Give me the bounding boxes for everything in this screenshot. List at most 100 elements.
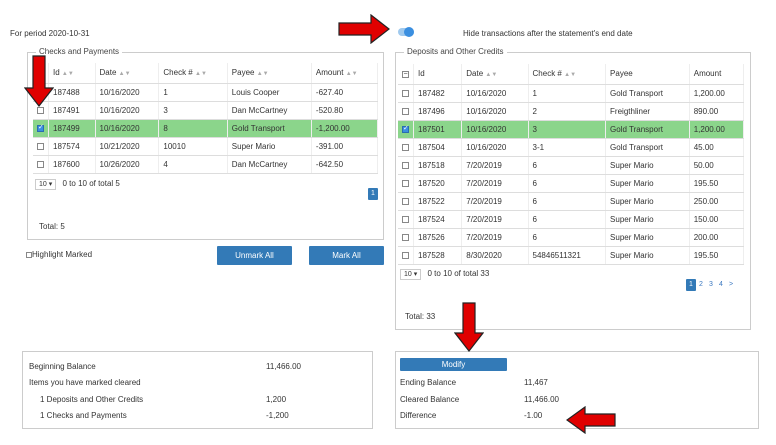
table-row[interactable]: 187600 10/26/2020 4 Dan McCartney -642.50 [33, 155, 379, 174]
highlight-checkbox[interactable] [26, 251, 32, 258]
cell-id: 187482 [413, 84, 463, 103]
select-all-checkbox[interactable]: − [402, 70, 409, 78]
ending-balance-value: 11,467 [524, 378, 548, 387]
arrow-left-icon [566, 406, 616, 434]
arrow-right-icon [338, 14, 390, 44]
cell-id: 187504 [413, 138, 463, 157]
row-checkbox[interactable] [402, 143, 409, 151]
select-all-header[interactable]: − [398, 64, 414, 85]
cell-payee: Louis Cooper [227, 83, 312, 102]
row-checkbox[interactable] [402, 89, 409, 97]
page-button[interactable]: 4 [719, 281, 723, 288]
row-checkbox[interactable] [402, 233, 409, 241]
cell-payee: Super Mario [605, 156, 690, 175]
column-header-id[interactable]: Id ▲▼ [48, 63, 96, 84]
cell-payee: Super Mario [605, 210, 690, 229]
column-header-id[interactable]: Id [413, 64, 463, 85]
row-checkbox[interactable] [402, 124, 409, 133]
cell-amount: 195.50 [689, 174, 745, 193]
row-checkbox[interactable] [402, 251, 409, 259]
column-header-check[interactable]: Check # ▲▼ [528, 64, 607, 85]
row-checkbox[interactable] [37, 160, 44, 168]
mark-all-button[interactable]: Mark All [309, 246, 384, 265]
checks-pager: 10 ▾ 0 to 10 of total 5 [35, 179, 120, 190]
table-row[interactable]: 187526 7/20/2019 6 Super Mario 200.00 [398, 228, 745, 247]
table-row[interactable]: 187504 10/16/2020 3-1 Gold Transport 45.00 [398, 138, 745, 157]
sort-icon[interactable]: ▲▼ [256, 71, 269, 78]
toggle-knob [404, 27, 414, 37]
row-checkbox[interactable] [37, 106, 44, 114]
row-checkbox[interactable] [37, 123, 44, 132]
table-row[interactable]: 187522 7/20/2019 6 Super Mario 250.00 [398, 192, 745, 211]
checks-pagination: 1 [368, 188, 378, 200]
unmark-all-button[interactable]: Unmark All [217, 246, 292, 265]
page-button[interactable]: 1 [368, 188, 378, 200]
cell-id: 187499 [48, 119, 96, 138]
sort-icon[interactable]: ▲▼ [564, 72, 577, 79]
table-row[interactable]: 187496 10/16/2020 2 Freigthliner 890.00 [398, 102, 745, 121]
row-checkbox[interactable] [402, 179, 409, 187]
page-size-select[interactable]: 10 ▾ [400, 269, 422, 280]
cell-id: 187501 [413, 120, 463, 139]
column-header-date[interactable]: Date ▲▼ [461, 64, 529, 85]
table-row[interactable]: 187488 10/16/2020 1 Louis Cooper -627.40 [33, 83, 379, 102]
row-select-cell [33, 101, 49, 120]
cleared-balance-label: Cleared Balance [400, 395, 460, 404]
arrow-down-icon [454, 302, 484, 352]
cell-payee: Gold Transport [605, 120, 690, 139]
cell-check: 1 [158, 83, 228, 102]
highlight-marked[interactable]: Highlight Marked [26, 250, 92, 259]
cell-date: 10/16/2020 [95, 119, 160, 138]
page-size-select[interactable]: 10 ▾ [35, 179, 57, 190]
cell-date: 10/16/2020 [95, 101, 160, 120]
cell-amount: -1,200.00 [311, 119, 379, 138]
modify-button[interactable]: Modify [400, 358, 507, 371]
table-row[interactable]: 187528 8/30/2020 54846511321 Super Mario 195… [398, 246, 745, 265]
sort-icon[interactable]: ▲▼ [485, 72, 498, 79]
column-header-amount[interactable]: Amount [689, 64, 745, 85]
hide-transactions-toggle[interactable] [398, 27, 414, 37]
row-select-cell [398, 192, 414, 211]
sort-icon[interactable]: ▲▼ [345, 71, 358, 78]
column-header-date[interactable]: Date ▲▼ [95, 63, 160, 84]
page-button[interactable]: > [728, 281, 734, 288]
row-select-cell [398, 210, 414, 229]
difference-label: Difference [400, 411, 437, 420]
sort-icon[interactable]: ▲▼ [118, 71, 131, 78]
row-select-cell [398, 174, 414, 193]
column-header-payee[interactable]: Payee [605, 64, 690, 85]
deposits-pager: 10 ▾ 0 to 10 of total 33 [400, 269, 489, 280]
row-checkbox[interactable] [402, 197, 409, 205]
table-row[interactable]: 187524 7/20/2019 6 Super Mario 150.00 [398, 210, 745, 229]
table-row[interactable]: 187482 10/16/2020 1 Gold Transport 1,200.00 [398, 84, 745, 103]
cell-check: 6 [528, 228, 607, 247]
row-checkbox[interactable] [402, 107, 409, 115]
deposits-table: − Id Date ▲▼ Check # ▲▼ Payee Amount 187… [398, 64, 745, 265]
row-checkbox[interactable] [37, 142, 44, 150]
cell-check: 6 [528, 174, 607, 193]
cell-amount: -627.40 [311, 83, 379, 102]
cell-check: 6 [528, 192, 607, 211]
row-checkbox[interactable] [402, 161, 409, 169]
page-button[interactable]: 2 [699, 281, 703, 288]
sort-icon[interactable]: ▲▼ [195, 71, 207, 78]
table-row[interactable]: 187520 7/20/2019 6 Super Mario 195.50 [398, 174, 745, 193]
column-header-check[interactable]: Check # ▲▼ [158, 63, 228, 84]
cell-check: 8 [158, 119, 228, 138]
row-checkbox[interactable] [402, 215, 409, 223]
sort-icon[interactable]: ▲▼ [61, 71, 74, 78]
column-header-amount[interactable]: Amount ▲▼ [311, 63, 379, 84]
page-button[interactable]: 3 [709, 281, 713, 288]
cell-amount: 1,200.00 [689, 120, 745, 139]
table-row[interactable]: 187574 10/21/2020 10010 Super Mario -391.00 [33, 137, 379, 156]
table-row[interactable]: 187491 10/16/2020 3 Dan McCartney -520.80 [33, 101, 379, 120]
column-header-payee[interactable]: Payee ▲▼ [227, 63, 312, 84]
cell-check: 1 [528, 84, 607, 103]
table-row[interactable]: 187518 7/20/2019 6 Super Mario 50.00 [398, 156, 745, 175]
cell-id: 187496 [413, 102, 463, 121]
row-select-cell [33, 119, 49, 138]
cell-id: 187518 [413, 156, 463, 175]
page-button[interactable]: 1 [686, 279, 696, 291]
